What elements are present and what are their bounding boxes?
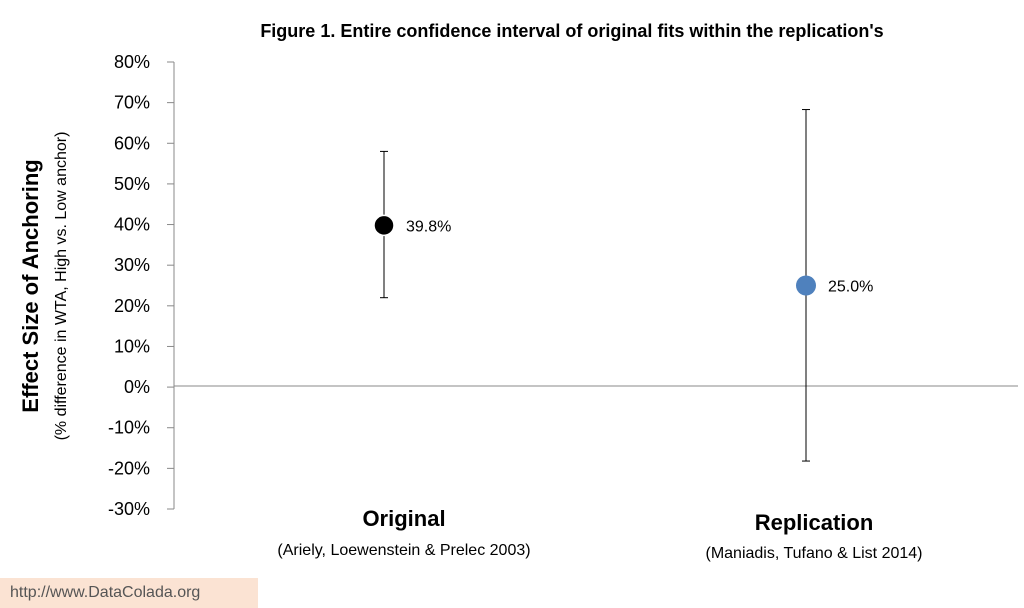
y-tick-label: -30%	[108, 499, 150, 519]
y-tick-label: 0%	[124, 377, 150, 397]
category-label-original: Original	[362, 506, 445, 531]
y-axis-subtitle: (% difference in WTA, High vs. Low ancho…	[53, 132, 70, 441]
y-tick-label: 20%	[114, 296, 150, 316]
data-label: 39.8%	[406, 218, 451, 235]
y-tick-label: 80%	[114, 52, 150, 72]
data-label: 25.0%	[828, 279, 873, 296]
datacolada-url[interactable]: http://www.DataColada.org	[0, 578, 258, 608]
data-point-original	[373, 214, 395, 237]
y-tick-label: -10%	[108, 418, 150, 438]
y-tick-label: 30%	[114, 255, 150, 275]
data-point-replication	[796, 275, 816, 296]
y-axis-title: Effect Size of Anchoring	[18, 159, 43, 412]
category-labels: Original (Ariely, Loewenstein & Prelec 2…	[277, 506, 922, 562]
y-tick-label: 10%	[114, 336, 150, 356]
chart-title: Figure 1. Entire confidence interval of …	[260, 21, 883, 41]
y-tick-label: -20%	[108, 458, 150, 478]
y-tick-label: 40%	[114, 215, 150, 235]
y-ticks: 80% 70% 60% 50% 40% 30% 20% 10% 0% -10% -20% -30%	[108, 52, 174, 519]
category-label-replication: Replication	[755, 510, 874, 535]
y-tick-label: 60%	[114, 133, 150, 153]
y-tick-label: 70%	[114, 93, 150, 113]
chart: Figure 1. Entire confidence interval of …	[18, 21, 1018, 562]
category-sub-replication: (Maniadis, Tufano & List 2014)	[705, 545, 922, 562]
y-tick-label: 50%	[114, 174, 150, 194]
category-sub-original: (Ariely, Loewenstein & Prelec 2003)	[277, 542, 530, 559]
data-points: 39.8% 25.0%	[373, 109, 873, 462]
y-axis-label: Effect Size of Anchoring (% difference i…	[18, 132, 70, 441]
